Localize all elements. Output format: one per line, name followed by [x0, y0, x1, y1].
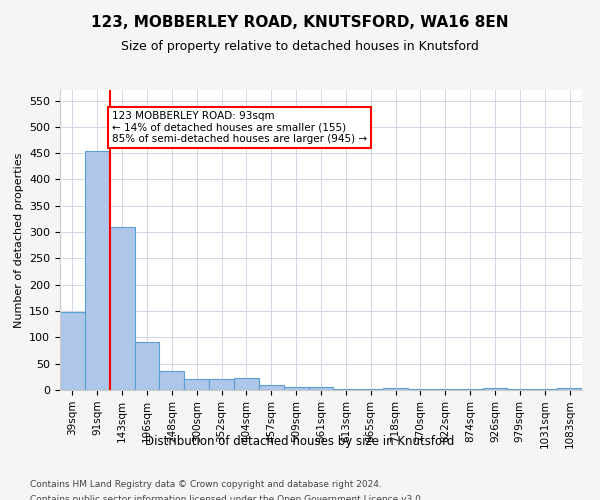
Bar — [259, 384, 284, 390]
Y-axis label: Number of detached properties: Number of detached properties — [14, 152, 23, 328]
Bar — [308, 388, 334, 390]
Text: 123 MOBBERLEY ROAD: 93sqm
← 14% of detached houses are smaller (155)
85% of semi: 123 MOBBERLEY ROAD: 93sqm ← 14% of detac… — [112, 111, 367, 144]
Bar — [134, 342, 160, 390]
Bar — [184, 380, 209, 390]
Bar — [160, 370, 184, 390]
Bar — [557, 388, 582, 390]
Text: Contains HM Land Registry data © Crown copyright and database right 2024.: Contains HM Land Registry data © Crown c… — [30, 480, 382, 489]
Text: Contains public sector information licensed under the Open Government Licence v3: Contains public sector information licen… — [30, 495, 424, 500]
Bar — [85, 150, 110, 390]
Bar — [482, 388, 508, 390]
Text: 123, MOBBERLEY ROAD, KNUTSFORD, WA16 8EN: 123, MOBBERLEY ROAD, KNUTSFORD, WA16 8EN — [91, 15, 509, 30]
Bar — [284, 388, 308, 390]
Bar — [110, 227, 134, 390]
Text: Size of property relative to detached houses in Knutsford: Size of property relative to detached ho… — [121, 40, 479, 53]
Bar — [209, 380, 234, 390]
Text: Distribution of detached houses by size in Knutsford: Distribution of detached houses by size … — [145, 435, 455, 448]
Bar — [234, 378, 259, 390]
Bar — [383, 388, 408, 390]
Bar — [60, 312, 85, 390]
